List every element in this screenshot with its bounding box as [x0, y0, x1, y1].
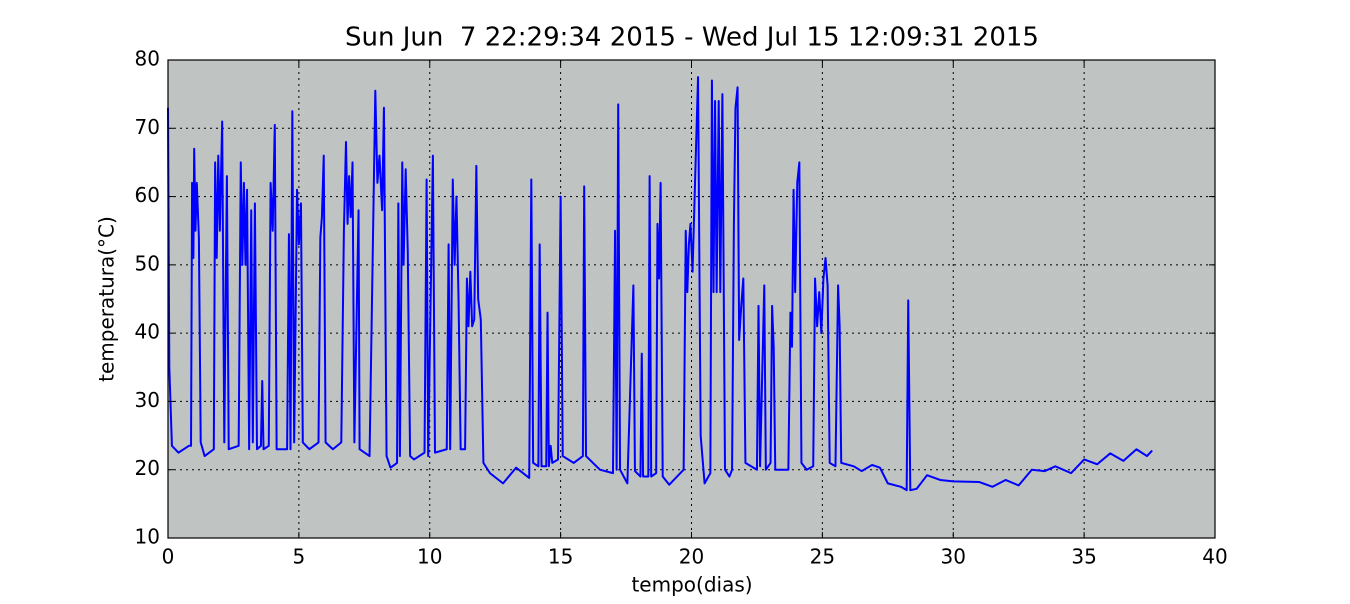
y-tick-label: 30 [135, 388, 160, 412]
x-tick-label: 20 [679, 545, 704, 569]
y-tick-label: 20 [135, 456, 160, 480]
x-axis-label: tempo(dias) [631, 573, 752, 597]
x-tick-label: 10 [417, 545, 442, 569]
x-tick-label: 25 [810, 545, 835, 569]
y-tick-label: 40 [135, 320, 160, 344]
data-line [167, 76, 1153, 492]
x-tick-label: 40 [1202, 545, 1227, 569]
lines [167, 76, 1153, 492]
x-tick-label: 15 [548, 545, 573, 569]
y-axis-label: temperatura(°C) [95, 216, 119, 382]
x-tick-label: 5 [293, 545, 306, 569]
chart-title: Sun Jun 7 22:29:34 2015 - Wed Jul 15 12:… [345, 23, 1039, 53]
x-tick-label: 0 [162, 545, 175, 569]
y-tick-label: 80 [135, 47, 160, 71]
y-tick-label: 70 [135, 115, 160, 139]
y-tick-label: 10 [135, 525, 160, 549]
y-tick-label: 60 [135, 183, 160, 207]
y-tick-label: 50 [135, 251, 160, 275]
x-tick-label: 35 [1071, 545, 1096, 569]
x-tick-label: 30 [941, 545, 966, 569]
